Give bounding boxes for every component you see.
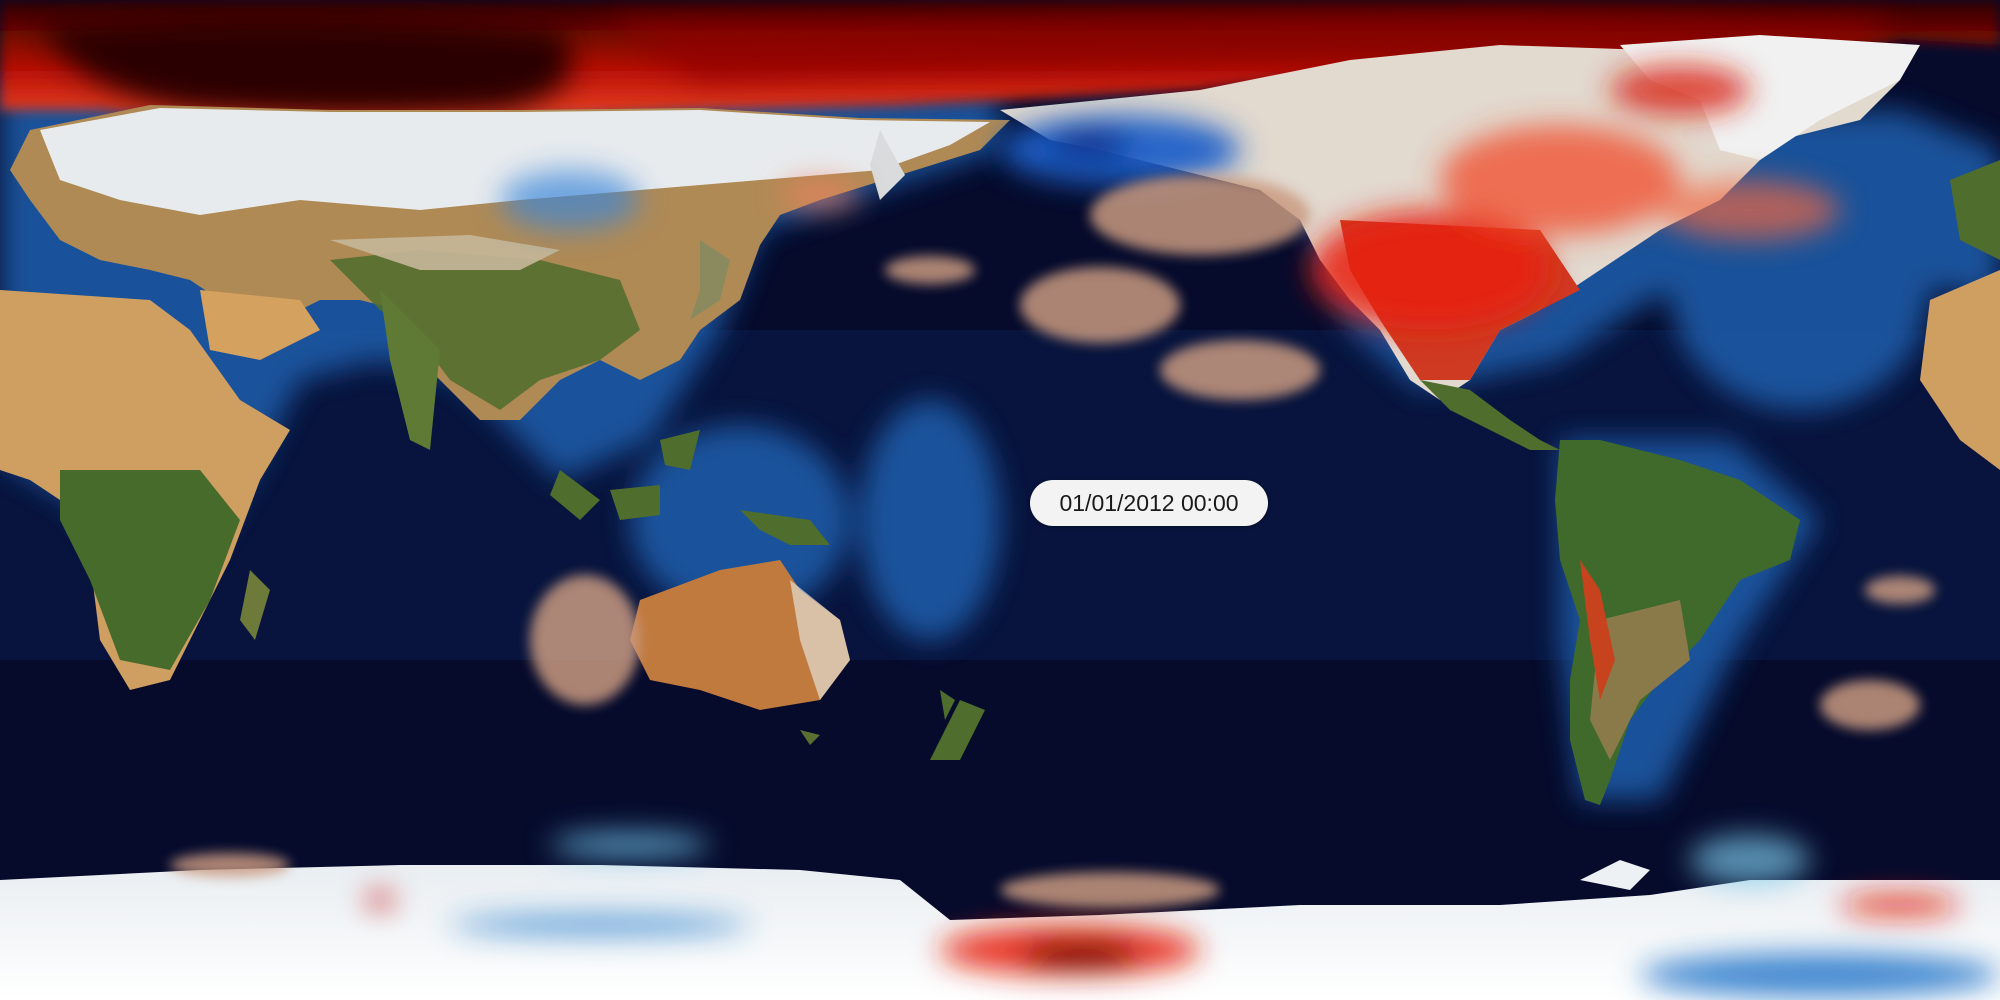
australia: [630, 560, 850, 745]
africa-east-edge: [1920, 270, 2000, 470]
eurasia: [10, 105, 1010, 450]
japan: [690, 240, 730, 320]
kamchatka: [870, 130, 905, 200]
timestamp-label: 01/01/2012 00:00: [1030, 480, 1268, 526]
south-america: [1555, 440, 1800, 805]
maritime-southeast-asia: [550, 430, 985, 760]
cold-anomalies: [450, 115, 2000, 997]
warm-anomalies: [366, 65, 1960, 975]
pale-anomaly-patches: [170, 175, 1935, 908]
europe-east-edge: [1950, 160, 2000, 260]
arctic-hot-band-east: [600, 10, 1900, 80]
antarctic-peninsula: [1580, 860, 1650, 890]
arctic-hot-core: [40, 16, 572, 115]
africa: [0, 290, 290, 690]
